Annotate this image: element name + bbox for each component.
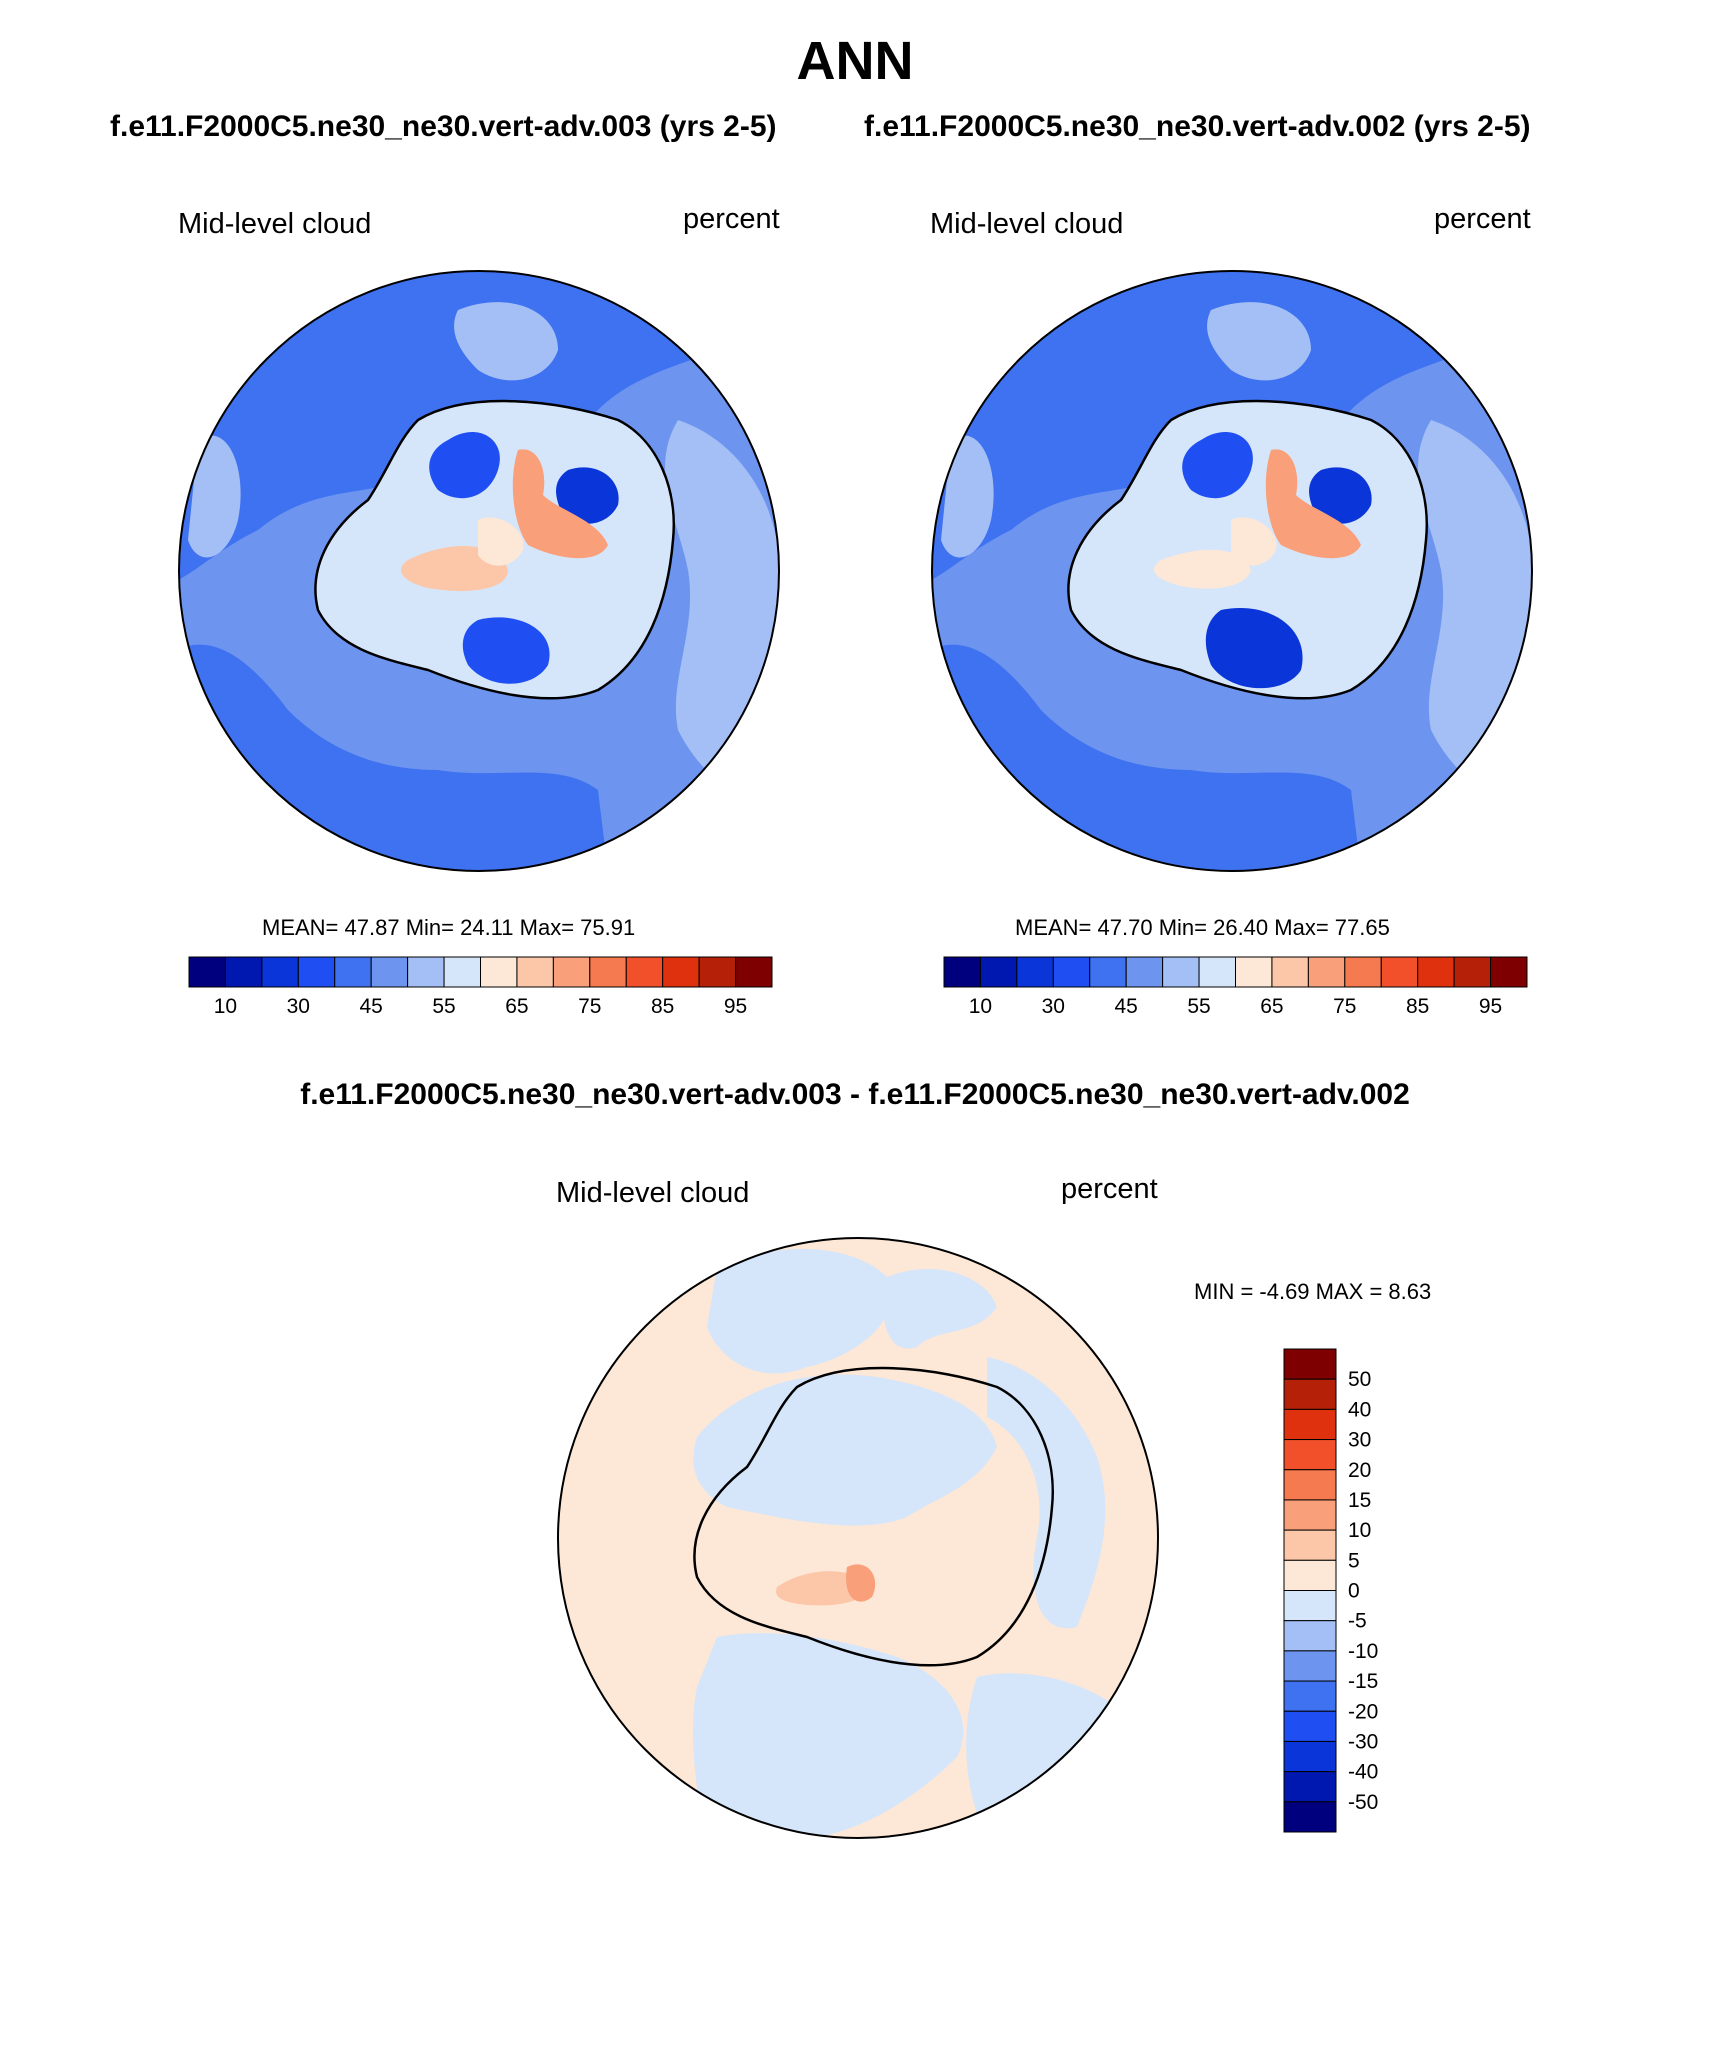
panel-1-colorbar-tick-label: 85 [651,995,674,1018]
plot-title: ANN [796,31,914,91]
difference-colorbar-box [1283,1740,1337,1773]
panel-1-colorbar-box [735,956,773,988]
difference-colorbar-tick-label: -15 [1348,1670,1378,1693]
panel-1-colorbar-tick-label: 10 [214,995,237,1018]
panel-1-units-label: percent [683,203,780,235]
panel-2-colorbar-tick-label: 65 [1260,995,1283,1018]
panel-2-colorbar: 10 30 45 55 65 75 85 95 [943,956,1528,1018]
panel-2-stats: MEAN= 47.70 Min= 26.40 Max= 77.65 [1015,915,1390,940]
panel-1-polar-map [178,270,780,872]
panel-2-colorbar-tick-label: 95 [1479,995,1502,1018]
case-label-left: f.e11.F2000C5.ne30_ne30.vert-adv.003 (yr… [110,110,777,143]
difference-colorbar-box [1283,1348,1337,1380]
difference-colorbar-tick-label: 10 [1348,1519,1371,1542]
difference-colorbar-tick-label: 50 [1348,1368,1371,1391]
panel-2-colorbar-box [1089,956,1127,988]
difference-colorbar-box [1283,1378,1337,1410]
difference-title: f.e11.F2000C5.ne30_ne30.vert-adv.003 - f… [300,1078,1410,1111]
panel-2-colorbar-tick-label: 85 [1406,995,1429,1018]
difference-colorbar-tick-label: 40 [1348,1398,1371,1421]
panel-2-colorbar-tick-label: 75 [1333,995,1356,1018]
panel-1-colorbar-box [625,956,664,988]
panel-1-colorbar-box [407,956,445,988]
panel-2-colorbar-box [1344,956,1382,988]
panel-2-colorbar-box [1271,956,1309,988]
difference-colorbar-box [1283,1650,1337,1682]
difference-colorbar-tick-label: 0 [1348,1580,1360,1603]
panel-1-colorbar-box [370,956,409,988]
panel-2-colorbar-box [1453,956,1492,988]
difference-colorbar-tick-label: 15 [1348,1489,1371,1512]
panel-2-polar-map [931,270,1533,872]
panel-1-colorbar-box [516,956,554,988]
difference-colorbar-box [1283,1559,1337,1591]
panel-2-colorbar-box [1380,956,1419,988]
panel-2-colorbar-box [1417,956,1455,988]
panel-2-colorbar-box [943,956,981,988]
panel-2-colorbar-box [1307,956,1346,988]
panel-1-variable-label: Mid-level cloud [178,208,372,240]
difference-colorbar-tick-label: -10 [1348,1640,1378,1663]
panel-1-colorbar-box [589,956,627,988]
panel-1-colorbar-box [224,956,263,988]
panel-1-colorbar-box [552,956,591,988]
panel-1-colorbar-box [188,956,226,988]
panel-1-colorbar-box [662,956,700,988]
diff-panel-units-label: percent [1061,1173,1158,1205]
panel-2-units-label: percent [1434,203,1531,235]
panel-2-colorbar-box [1125,956,1164,988]
panel-2-variable-label: Mid-level cloud [930,208,1124,240]
difference-colorbar-box [1283,1620,1337,1652]
difference-colorbar-box [1283,1771,1337,1803]
panel-1-colorbar-tick-label: 75 [578,995,601,1018]
panel-1-colorbar-box [480,956,518,988]
panel-1-colorbar-box [698,956,737,988]
panel-1-colorbar-tick-label: 30 [287,995,310,1018]
difference-colorbar-tick-label: -30 [1348,1730,1378,1753]
panel-2-colorbar-box [1198,956,1236,988]
difference-colorbar-tick-label: -50 [1348,1791,1378,1814]
difference-colorbar-tick-label: -20 [1348,1700,1378,1723]
panel-1-colorbar-tick-label: 65 [505,995,528,1018]
panel-1-colorbar-tick-label: 55 [432,995,455,1018]
difference-colorbar-box [1283,1710,1337,1742]
difference-polar-map [557,1237,1159,1839]
difference-colorbar-box [1283,1680,1337,1712]
difference-colorbar-box [1283,1499,1337,1531]
case-label-right: f.e11.F2000C5.ne30_ne30.vert-adv.002 (yr… [864,110,1531,143]
difference-colorbar-box [1283,1801,1337,1833]
difference-colorbar-tick-label: 20 [1348,1459,1371,1482]
difference-colorbar-box [1283,1590,1337,1622]
difference-colorbar-box [1283,1439,1337,1471]
panel-1-stats: MEAN= 47.87 Min= 24.11 Max= 75.91 [262,915,636,940]
panel-1-colorbar-box [297,956,336,988]
panel-2-colorbar-box [979,956,1018,988]
diff-panel-stats: MIN = -4.69 MAX = 8.63 [1194,1279,1432,1304]
panel-2-colorbar-tick-label: 30 [1042,995,1065,1018]
panel-1-colorbar-tick-label: 95 [724,995,747,1018]
difference-continent-outline [693,1366,1054,1667]
difference-colorbar-tick-label: -5 [1348,1610,1367,1633]
panel-2-colorbar-tick-label: 45 [1115,995,1138,1018]
panel-1-colorbar-box [261,956,299,988]
panel-1-colorbar: 10 30 45 55 65 75 85 95 [188,956,773,1018]
difference-colorbar-tick-label: 5 [1348,1549,1360,1572]
difference-colorbar-tick-label: -40 [1348,1761,1378,1784]
panel-2-colorbar-box [1162,956,1200,988]
difference-colorbar-box [1283,1529,1337,1561]
panel-2-colorbar-box [1235,956,1273,988]
panel-2-colorbar-tick-label: 10 [969,995,992,1018]
panel-2-colorbar-box [1016,956,1054,988]
diff-panel-variable-label: Mid-level cloud [556,1177,750,1209]
panel-2-colorbar-box [1490,956,1528,988]
difference-colorbar-box [1283,1408,1337,1441]
difference-colorbar-tick-label: 30 [1348,1429,1371,1452]
difference-colorbar-box [1283,1469,1337,1501]
panel-2-colorbar-box [1052,956,1091,988]
panel-2-colorbar-tick-label: 55 [1187,995,1210,1018]
panel-1-colorbar-box [334,956,372,988]
panel-1-colorbar-tick-label: 45 [360,995,383,1018]
panel-1-colorbar-box [443,956,481,988]
